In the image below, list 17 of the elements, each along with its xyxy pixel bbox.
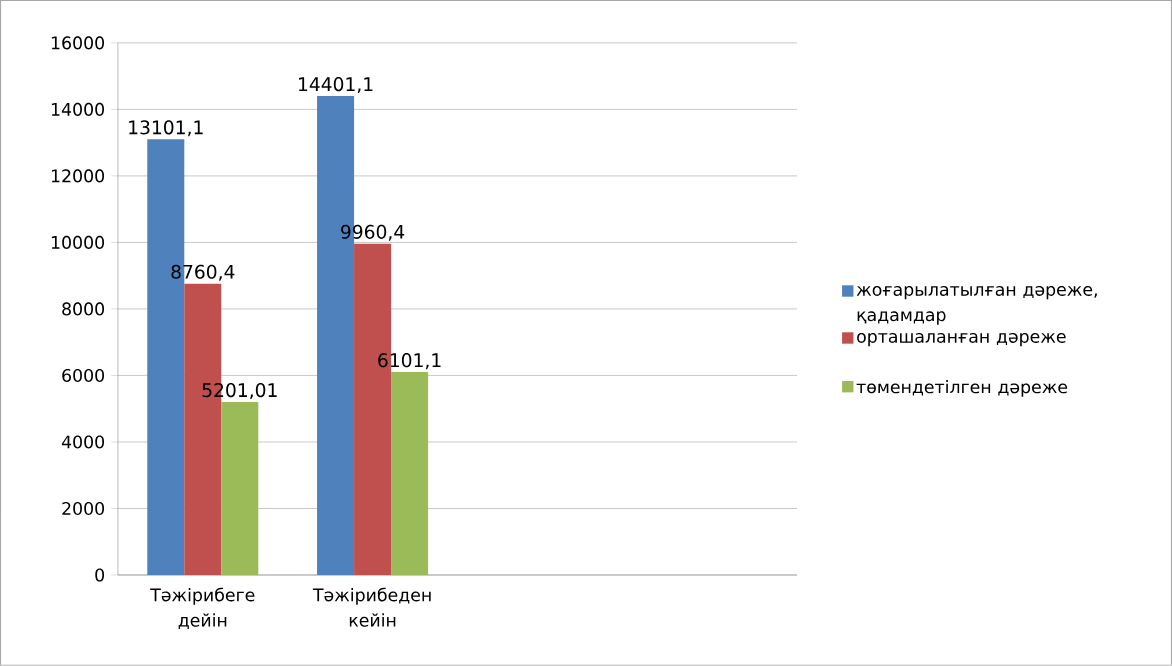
y-tick-label: 0 [95,568,105,582]
legend-label: орташаланған дәреже [857,333,1066,347]
y-tick-label: 16000 [51,36,105,50]
y-tick-label: 8000 [62,302,105,316]
x-tick-label: Тәжірибеге дейін [150,587,255,629]
x-tick-label: Тәжірибеден кейін [312,587,431,627]
data-label: 13101,1 [129,120,203,137]
y-tick-label: 2000 [62,501,105,516]
bar [221,402,259,576]
bar [391,372,429,576]
legend-label: төмендетілген дәреже [856,380,1068,397]
y-tick-label: 14000 [51,102,105,116]
y-tick-label: 6000 [62,368,105,383]
y-tick-label: 10000 [51,235,105,250]
y-tick-label: 12000 [51,169,105,183]
data-label: 14401,1 [299,77,373,94]
y-tick-label: 4000 [61,435,105,449]
